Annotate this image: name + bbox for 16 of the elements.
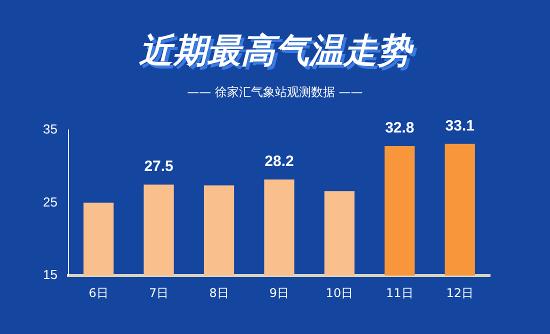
chart-title: 近期最高气温走势 <box>138 30 416 72</box>
x-tick-label: 7日 <box>148 286 169 300</box>
x-tick-label: 9日 <box>269 286 290 300</box>
x-tick-label: 12日 <box>446 286 474 300</box>
chart-subtitle: —— 徐家汇气象站观测数据 —— <box>186 84 364 100</box>
x-tick-label: 10日 <box>326 286 354 300</box>
data-label: 32.8 <box>385 120 414 137</box>
data-label: 28.2 <box>264 153 294 170</box>
data-label: 27.5 <box>144 158 174 176</box>
x-tick-label: 11日 <box>386 286 414 300</box>
y-tick-label: 15 <box>42 267 58 282</box>
data-label: 33.1 <box>445 117 474 134</box>
y-tick-label: 35 <box>42 122 58 137</box>
y-tick-label: 25 <box>42 194 58 210</box>
x-tick-label: 8日 <box>209 286 229 300</box>
x-tick-label: 6日 <box>88 286 108 300</box>
